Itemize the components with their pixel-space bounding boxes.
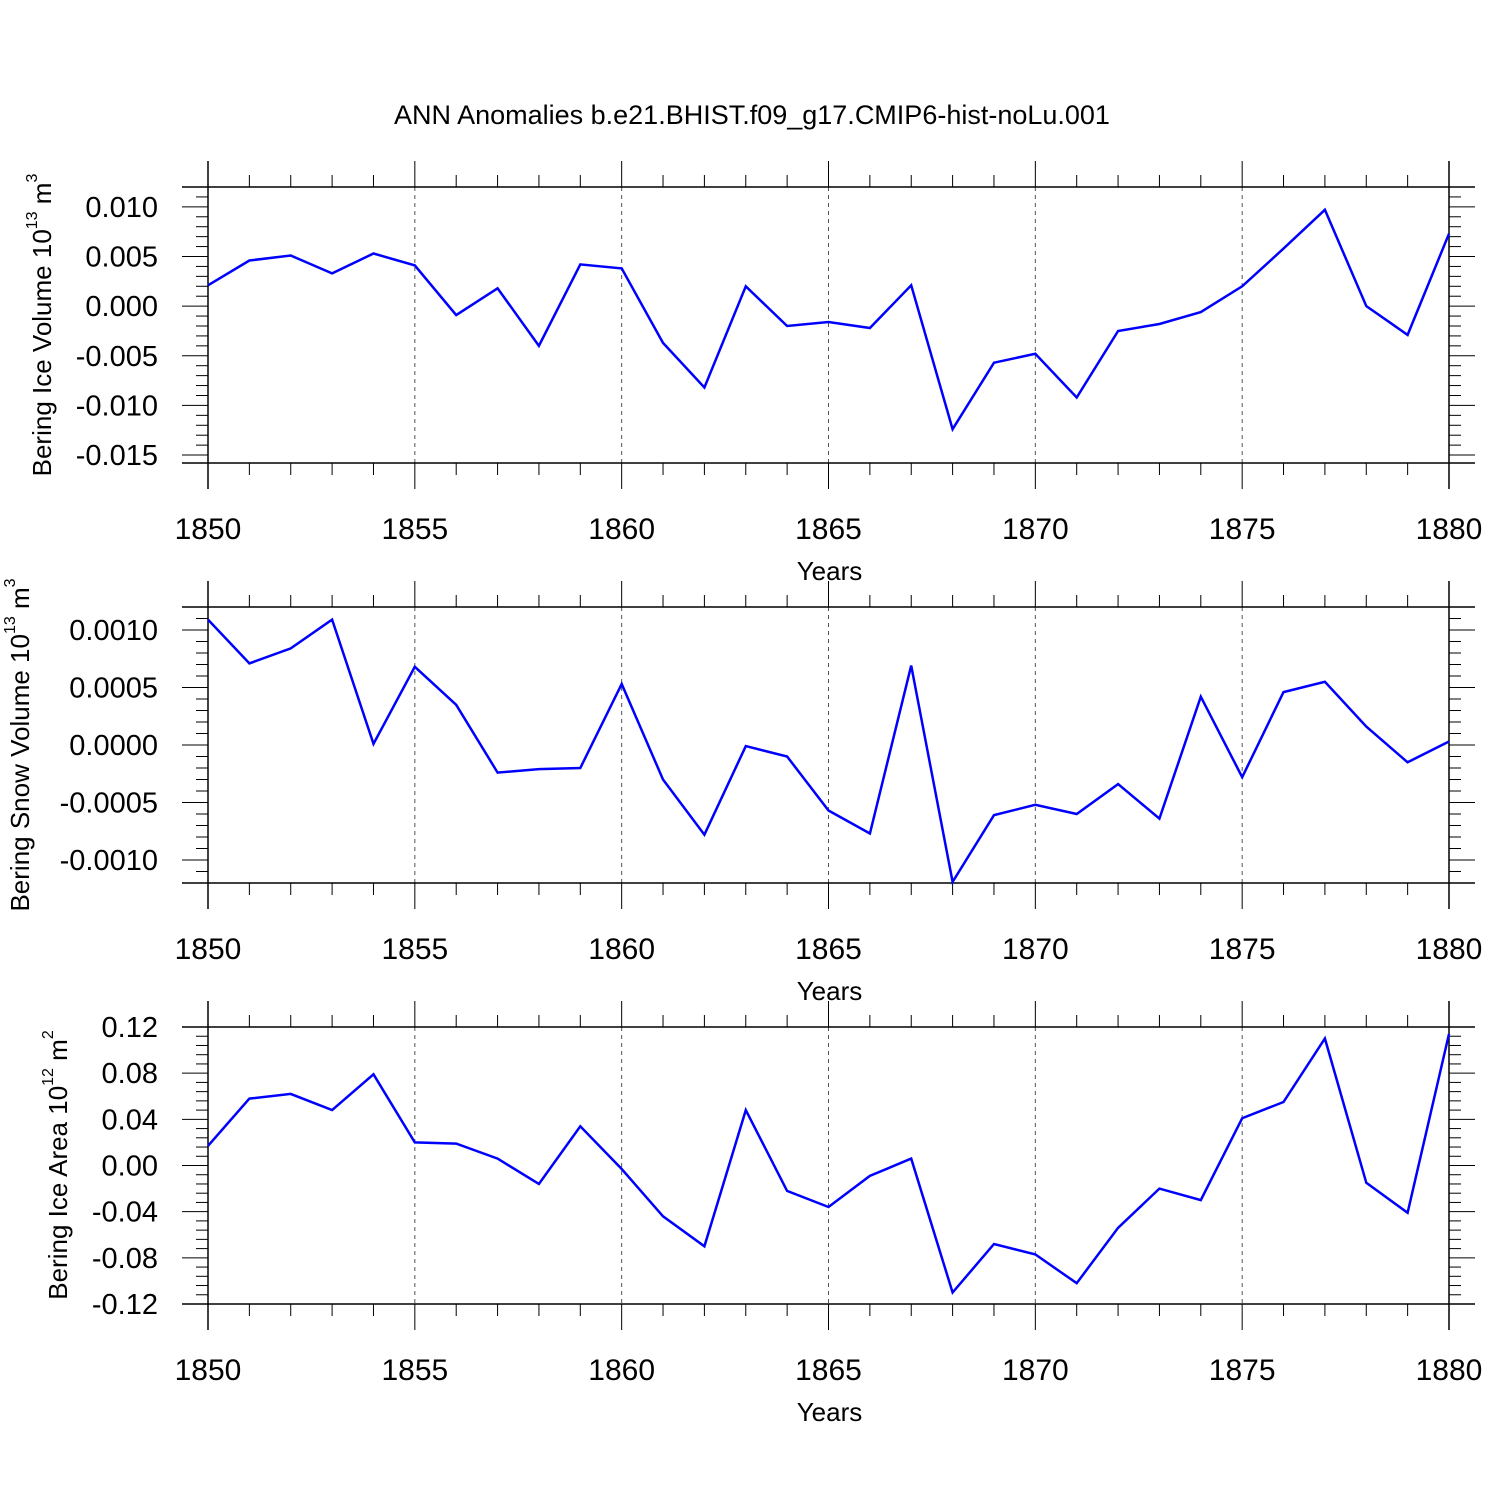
y-tick-label: -0.005 <box>76 341 158 373</box>
y-tick-label: -0.015 <box>76 440 158 472</box>
x-tick-label: 1855 <box>381 513 448 546</box>
y-axis-label: Bering Snow Volume 1013 m3 <box>2 578 36 911</box>
y-tick-label: 0.12 <box>102 1012 158 1044</box>
y-tick-label: 0.00 <box>102 1151 158 1183</box>
x-tick-label: 1870 <box>1002 1354 1069 1387</box>
x-tick-label: 1850 <box>175 1354 242 1387</box>
x-tick-label: 1875 <box>1209 1354 1276 1387</box>
x-tick-label: 1880 <box>1416 1354 1483 1387</box>
y-tick-label: -0.04 <box>92 1197 158 1229</box>
x-axis-label: Years <box>797 556 863 586</box>
y-tick-label: -0.010 <box>76 390 158 422</box>
y-tick-label: -0.12 <box>92 1289 158 1321</box>
y-axis-label: Bering Ice Area 1012 m2 <box>40 1030 74 1300</box>
x-tick-label: 1875 <box>1209 933 1276 966</box>
x-tick-label: 1865 <box>795 933 862 966</box>
y-tick-label: 0.0010 <box>69 615 158 647</box>
y-tick-label: 0.0005 <box>69 673 158 705</box>
x-tick-label: 1855 <box>381 933 448 966</box>
panel-1: 0.010 0.005 0.000 -0.005 -0.010 -0.015 1850 185… <box>24 161 1483 586</box>
y-tick-label: -0.0005 <box>60 788 158 820</box>
x-tick-label: 1870 <box>1002 933 1069 966</box>
x-tick-label: 1850 <box>175 513 242 546</box>
x-tick-label: 1880 <box>1416 513 1483 546</box>
panel-3: 0.12 0.08 0.04 0.00 -0.04 -0.08 -0.12 1850 1855 1… <box>40 1001 1483 1427</box>
y-tick-label: 0.08 <box>102 1058 158 1090</box>
y-tick-label: -0.08 <box>92 1243 158 1275</box>
x-tick-label: 1860 <box>588 933 655 966</box>
x-tick-label: 1870 <box>1002 513 1069 546</box>
y-tick-label: -0.0010 <box>60 845 158 877</box>
panel-2: 0.0010 0.0005 0.0000 -0.0005 -0.0010 1850 1855… <box>2 578 1483 1006</box>
x-tick-label: 1875 <box>1209 513 1276 546</box>
y-tick-label: 0.000 <box>85 291 158 323</box>
y-axis-label: Bering Ice Volume 1013 m3 <box>24 174 58 477</box>
x-tick-label: 1865 <box>795 513 862 546</box>
x-tick-label: 1850 <box>175 933 242 966</box>
x-tick-label: 1860 <box>588 513 655 546</box>
x-axis-label: Years <box>797 1397 863 1427</box>
chart-title: ANN Anomalies b.e21.BHIST.f09_g17.CMIP6-… <box>394 100 1110 130</box>
y-tick-label: 0.0000 <box>69 730 158 762</box>
y-tick-label: 0.04 <box>102 1104 158 1136</box>
x-tick-label: 1860 <box>588 1354 655 1387</box>
x-tick-label: 1855 <box>381 1354 448 1387</box>
x-axis-label: Years <box>797 976 863 1006</box>
y-tick-label: 0.005 <box>85 241 158 273</box>
y-tick-label: 0.010 <box>85 192 158 224</box>
x-tick-label: 1865 <box>795 1354 862 1387</box>
x-tick-label: 1880 <box>1416 933 1483 966</box>
